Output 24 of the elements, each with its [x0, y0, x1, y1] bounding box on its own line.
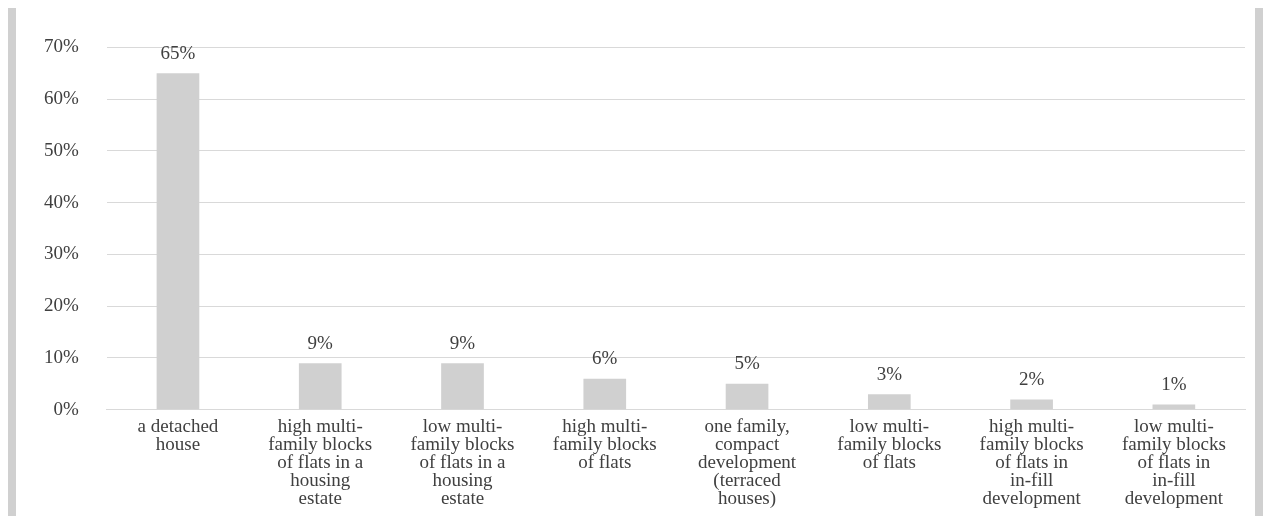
y-tick-label: 10%	[44, 345, 79, 367]
y-tick-label: 30%	[44, 242, 79, 264]
data-label: 9%	[449, 331, 476, 353]
x-tick-label: high multi-family blocks of flats in in-fill development	[979, 414, 1084, 508]
x-tick-label: a detached house	[137, 414, 219, 454]
y-tick-label: 60%	[44, 87, 79, 109]
y-tick-label: 0%	[53, 397, 79, 419]
y-tick-label: 50%	[44, 138, 79, 160]
x-tick-label: high multi-family blocks of flats in a housing estate	[268, 414, 373, 508]
data-label: 5%	[734, 352, 760, 374]
y-tick-label: 20%	[44, 294, 79, 316]
data-label: 3%	[876, 362, 903, 384]
x-tick-label: low multi-family blocks of flats in a housing estate	[410, 414, 515, 508]
x-tick-label: one family, compact development (terraced houses)	[697, 414, 797, 509]
x-tick-label: low multi-family blocks of flats	[837, 414, 942, 472]
data-label: 2%	[1018, 367, 1045, 389]
data-label: 1%	[1161, 373, 1187, 395]
data-label: 65%	[160, 41, 196, 63]
y-tick-label: 40%	[44, 190, 79, 212]
x-tick-label: low multi-family blocks of flats in in-fill development	[1121, 414, 1226, 508]
data-label: 6%	[592, 347, 618, 369]
y-tick-label: 70%	[44, 35, 79, 57]
data-label: 9%	[307, 331, 334, 353]
x-tick-label: high multi-family blocks of flats	[552, 414, 657, 472]
